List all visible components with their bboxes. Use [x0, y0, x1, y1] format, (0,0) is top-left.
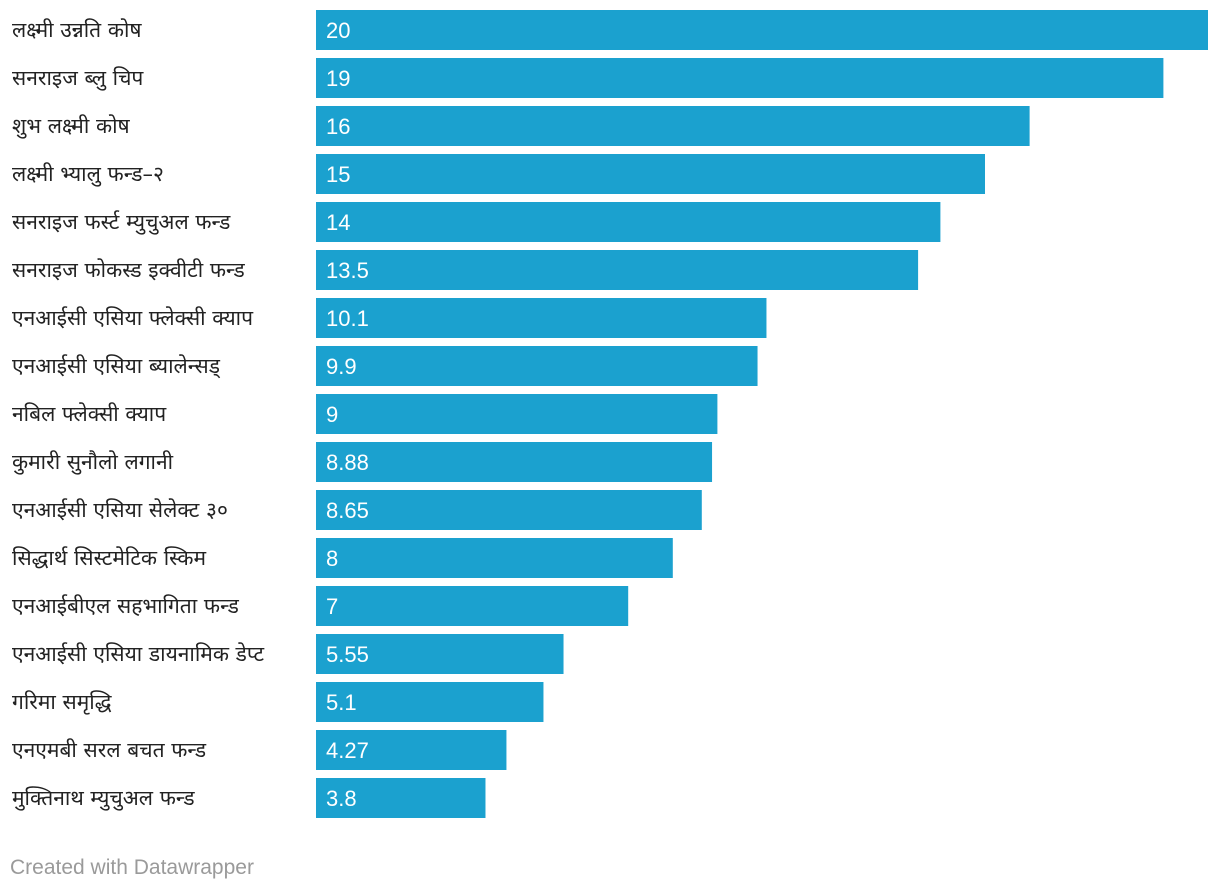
bar — [316, 442, 713, 482]
bar — [316, 10, 1208, 50]
category-label: लक्ष्मी उन्नति कोष — [12, 18, 142, 42]
category-label: सनराइज ब्लु चिप — [12, 66, 144, 91]
category-label: सिद्धार्थ सिस्टमेटिक स्किम — [12, 546, 206, 570]
bar — [316, 202, 941, 242]
category-label: लक्ष्मी भ्यालु फन्ड–२ — [12, 162, 164, 187]
value-label: 5.55 — [326, 642, 369, 667]
value-label: 8.88 — [326, 450, 369, 475]
value-label: 7 — [326, 594, 338, 619]
bar — [316, 634, 564, 674]
bar — [316, 490, 702, 530]
credit-text: Created with Datawrapper — [10, 856, 254, 879]
value-label: 10.1 — [326, 306, 369, 331]
bar — [316, 106, 1030, 146]
value-label: 20 — [326, 18, 350, 43]
value-label: 19 — [326, 66, 350, 91]
category-label: मुक्तिनाथ म्युचुअल फन्ड — [12, 786, 195, 811]
category-label: एनआईसी एसिया सेलेक्ट ३० — [12, 498, 228, 522]
value-label: 14 — [326, 210, 350, 235]
category-label: एनआईसी एसिया ब्यालेन्सड् — [12, 354, 221, 379]
category-label: एनएमबी सरल बचत फन्ड — [12, 738, 207, 762]
value-label: 4.27 — [326, 738, 369, 763]
category-label: एनआईसी एसिया फ्लेक्सी क्याप — [12, 306, 254, 330]
category-label: एनआईसी एसिया डायनामिक डेप्ट — [12, 642, 264, 666]
bar — [316, 730, 507, 770]
bar — [316, 586, 629, 626]
category-label: एनआईबीएल सहभागिता फन्ड — [12, 594, 240, 618]
value-label: 13.5 — [326, 258, 369, 283]
category-label: शुभ लक्ष्मी कोष — [12, 114, 131, 139]
value-label: 3.8 — [326, 786, 357, 811]
value-label: 8.65 — [326, 498, 369, 523]
value-label: 15 — [326, 162, 350, 187]
category-label: कुमारी सुनौलो लगानी — [12, 450, 174, 475]
bar — [316, 298, 767, 338]
value-label: 8 — [326, 546, 338, 571]
bar — [316, 154, 985, 194]
bar — [316, 250, 919, 290]
bar — [316, 346, 758, 386]
bar — [316, 538, 673, 578]
category-label: सनराइज फर्स्ट म्युचुअल फन्ड — [12, 210, 231, 235]
category-label: गरिमा समृद्धि — [12, 690, 112, 715]
category-label: सनराइज फोकस्ड इक्वीटी फन्ड — [12, 258, 246, 282]
category-label: नबिल फ्लेक्सी क्याप — [12, 402, 167, 426]
value-label: 5.1 — [326, 690, 357, 715]
bar — [316, 682, 544, 722]
value-label: 9.9 — [326, 354, 357, 379]
bar — [316, 778, 486, 818]
bar-chart: लक्ष्मी उन्नति कोष 20 सनराइज ब्लु चिप 19 शुभ… — [12, 10, 1208, 818]
bar — [316, 394, 718, 434]
value-label: 16 — [326, 114, 350, 139]
bar — [316, 58, 1164, 98]
value-label: 9 — [326, 402, 338, 427]
